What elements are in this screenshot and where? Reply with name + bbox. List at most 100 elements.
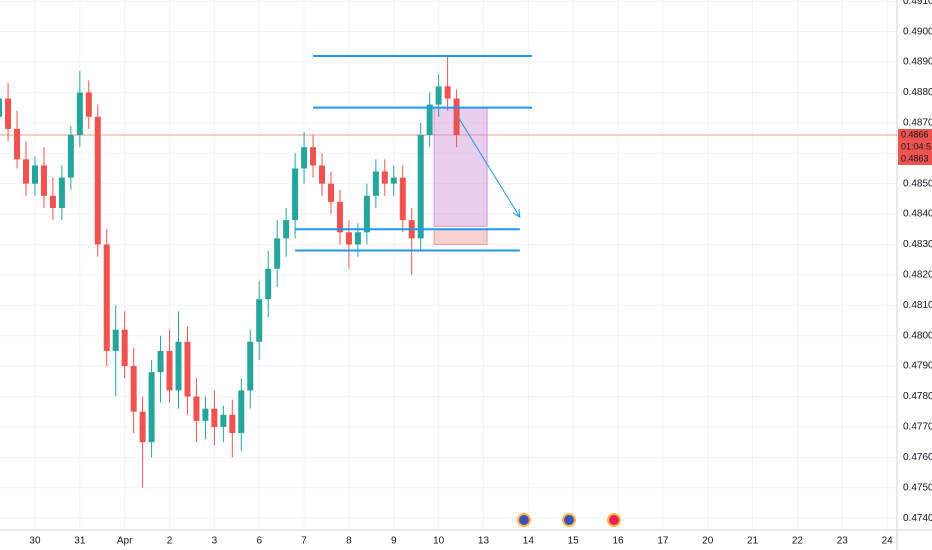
candle-body (31, 165, 38, 184)
candle-body (94, 116, 101, 245)
countdown-label: 01:04:51 (901, 141, 932, 151)
candle-body (327, 183, 334, 202)
y-tick-label: 0.4910 (903, 0, 932, 7)
x-tick-label: 30 (29, 536, 41, 547)
y-tick-label: 0.4800 (903, 330, 932, 341)
y-tick-label: 0.4760 (903, 452, 932, 463)
x-tick-label: 14 (523, 536, 535, 547)
candle-body (256, 299, 263, 342)
arrow-head (512, 209, 521, 219)
candle-body (23, 159, 30, 184)
candle-body (58, 177, 65, 208)
candle-body (139, 411, 146, 443)
candle-body (229, 414, 236, 434)
x-tick-label: 24 (882, 536, 894, 547)
candle-body (426, 104, 433, 136)
candle-body (76, 92, 83, 136)
y-tick-label: 0.4850 (903, 178, 932, 189)
x-tick-label: 21 (747, 536, 759, 547)
candle-body (5, 98, 12, 129)
x-tick-label: 20 (702, 536, 714, 547)
candle-body (166, 350, 173, 391)
event-icon[interactable] (517, 513, 531, 527)
y-tick-label: 0.4750 (903, 482, 932, 493)
candle-body (363, 195, 370, 233)
candle-body (453, 98, 460, 136)
candle-body (319, 165, 326, 184)
y-tick-label: 0.4770 (903, 422, 932, 433)
x-tick-label: 8 (346, 536, 352, 547)
candle-body (157, 350, 164, 373)
x-tick-label: 10 (433, 536, 445, 547)
bid-price-label: 0.4863 (901, 153, 929, 163)
candle-body (292, 168, 299, 221)
candle-body (193, 396, 200, 421)
x-tick-label: Apr (117, 536, 133, 547)
position-box (433, 228, 488, 245)
candle-body (238, 390, 245, 434)
last-price-label-box (898, 129, 932, 142)
candle-body (399, 177, 406, 221)
candle-body (202, 408, 209, 421)
last-price-label: 0.4866 (901, 129, 929, 139)
candle-body (354, 232, 361, 245)
y-tick-label: 0.4780 (903, 391, 932, 402)
candle-body (345, 232, 352, 245)
x-tick-label: 9 (391, 536, 397, 547)
candle-body (0, 98, 3, 117)
candle-body (121, 329, 128, 367)
x-tick-label: 13 (478, 536, 490, 547)
x-tick-label: 15 (568, 536, 580, 547)
candle-body (220, 414, 227, 427)
y-tick-label: 0.4740 (903, 513, 932, 524)
candle-body (112, 329, 119, 351)
candle-body (175, 341, 182, 391)
event-icon[interactable] (562, 513, 576, 527)
y-tick-label: 0.4900 (903, 26, 932, 37)
candle-body (390, 177, 397, 184)
y-tick-label: 0.4830 (903, 239, 932, 250)
candle-body (283, 220, 290, 239)
event-icons (517, 513, 621, 527)
bid-price-label-box (898, 153, 932, 166)
candle-body (381, 171, 388, 184)
x-tick-label: 16 (612, 536, 624, 547)
x-tick-label: 31 (74, 536, 86, 547)
candle-body (372, 171, 379, 196)
candle-body (301, 147, 308, 169)
x-tick-label: 23 (837, 536, 849, 547)
y-tick-label: 0.4890 (903, 57, 932, 68)
x-tick-label: 7 (301, 536, 307, 547)
y-tick-label: 0.4810 (903, 300, 932, 311)
x-tick-label: 22 (792, 536, 804, 547)
x-tick-label: 6 (256, 536, 262, 547)
candle-body (417, 135, 424, 239)
candle-body (130, 366, 137, 412)
candle-body (435, 86, 442, 105)
candle-body (310, 147, 317, 166)
position-box (433, 107, 488, 227)
candle-body (211, 408, 218, 427)
candle-body (14, 128, 21, 160)
arrow-line (457, 116, 521, 218)
y-tick-label: 0.4840 (903, 209, 932, 220)
candle-body (85, 92, 92, 117)
x-tick-label: 3 (212, 536, 218, 547)
x-tick-label: 2 (167, 536, 173, 547)
y-tick-label: 0.4790 (903, 361, 932, 372)
candle-body (184, 341, 191, 397)
y-tick-label: 0.4820 (903, 270, 932, 281)
event-icon[interactable] (607, 513, 621, 527)
candle-body (336, 201, 343, 233)
candle-body (67, 135, 74, 178)
candle-body (103, 244, 110, 351)
countdown-label-box (898, 141, 932, 154)
candle-body (444, 86, 451, 99)
candle-body (49, 195, 56, 208)
candle-body (265, 268, 272, 300)
candle-body (148, 372, 155, 443)
candle-body (274, 238, 281, 269)
candle-body (40, 165, 47, 196)
y-tick-label: 0.4880 (903, 87, 932, 98)
